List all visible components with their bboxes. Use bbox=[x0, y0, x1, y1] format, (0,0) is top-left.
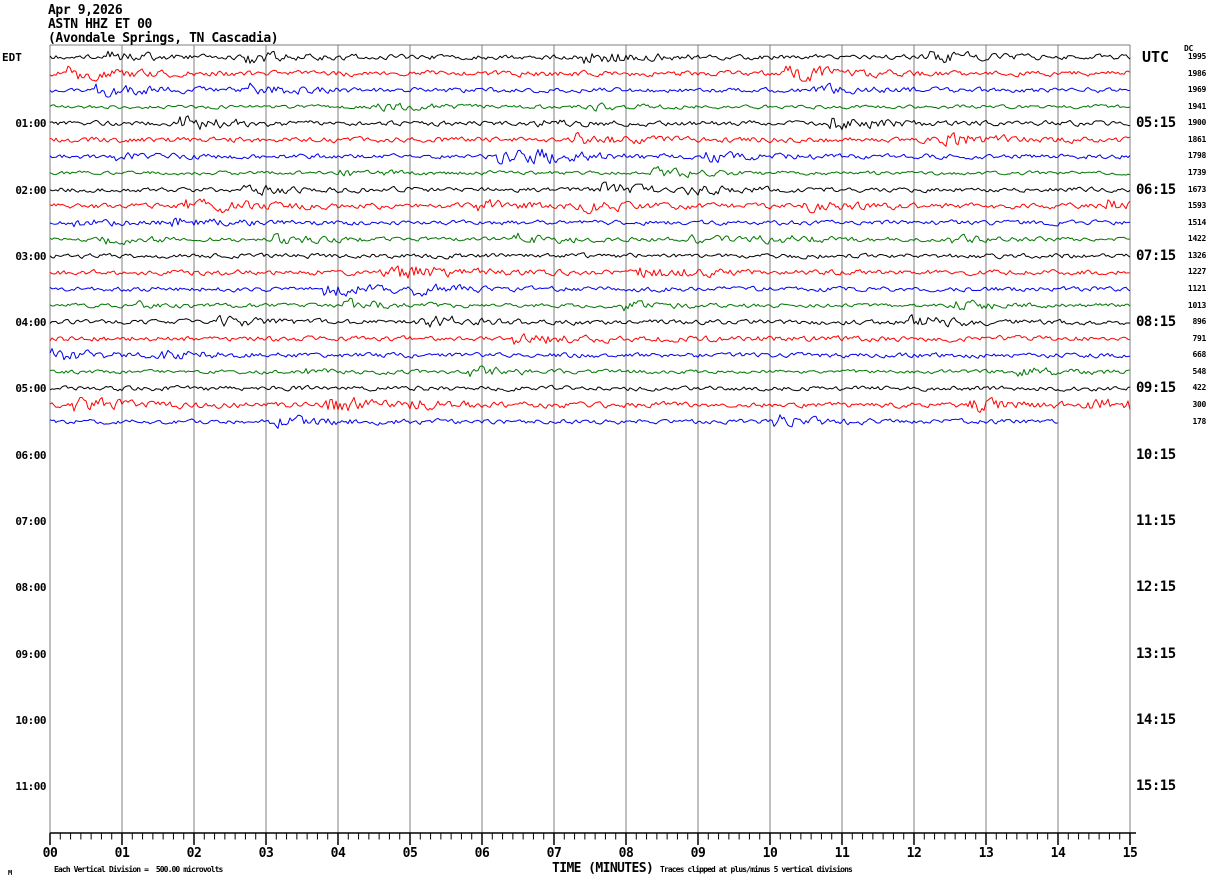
utc-hour-label: 10:15 bbox=[1136, 446, 1176, 463]
dc-value: 1326 bbox=[1187, 250, 1206, 260]
x-tick-label: 11 bbox=[834, 846, 850, 861]
utc-hour-label: 11:15 bbox=[1136, 512, 1176, 529]
utc-hour-label: 08:15 bbox=[1136, 314, 1176, 331]
utc-hour-label: 14:15 bbox=[1136, 711, 1176, 728]
seismo-trace bbox=[49, 265, 1131, 279]
x-tick-label: 03 bbox=[258, 846, 274, 861]
x-tick-label: 05 bbox=[402, 846, 418, 861]
dc-column-header: DC bbox=[1184, 44, 1194, 53]
seismo-trace bbox=[49, 217, 1131, 228]
header-station-location: (Avondale Springs, TN Cascadia) bbox=[48, 31, 279, 46]
header-station-id: ASTN HHZ ET 00 bbox=[48, 17, 152, 32]
dc-value: 791 bbox=[1192, 333, 1206, 343]
seismo-trace bbox=[49, 166, 1131, 179]
dc-value: 1995 bbox=[1187, 52, 1206, 61]
vertical-scale-note: Each Vertical Division = 500.00 microvol… bbox=[54, 865, 223, 874]
edt-hour-label: 05:00 bbox=[15, 382, 46, 396]
x-tick-label: 14 bbox=[1050, 846, 1066, 861]
dc-value: 1121 bbox=[1187, 283, 1206, 293]
edt-hour-label: 06:00 bbox=[15, 448, 46, 462]
seismo-trace bbox=[49, 384, 1131, 392]
x-tick-label: 13 bbox=[978, 846, 994, 861]
edt-hour-label: 08:00 bbox=[15, 581, 46, 595]
dc-value: 548 bbox=[1192, 366, 1206, 376]
dc-value: 1941 bbox=[1187, 101, 1206, 111]
seismo-trace bbox=[49, 50, 1131, 64]
clipping-note: Traces clipped at plus/minus 5 vertical … bbox=[660, 865, 853, 874]
page-header: Apr 9,2026 ASTN HHZ ET 00 (Avondale Spri… bbox=[48, 3, 279, 46]
edt-hour-label: 01:00 bbox=[15, 117, 46, 131]
dc-value: 1422 bbox=[1187, 234, 1206, 244]
dc-value: 1798 bbox=[1187, 151, 1206, 161]
dc-value: 1986 bbox=[1187, 68, 1206, 78]
x-tick-label: 15 bbox=[1122, 846, 1138, 861]
x-tick-label: 06 bbox=[474, 846, 490, 861]
dc-value: 1861 bbox=[1187, 134, 1206, 144]
x-tick-label: 04 bbox=[330, 846, 346, 861]
x-tick-label: 01 bbox=[114, 846, 130, 861]
edt-hour-label: 04:00 bbox=[15, 316, 46, 330]
dc-value: 422 bbox=[1192, 383, 1206, 393]
seismo-trace bbox=[49, 397, 1131, 413]
dc-value: 178 bbox=[1192, 416, 1206, 426]
seismo-trace bbox=[49, 333, 1131, 345]
dc-value: 1900 bbox=[1187, 118, 1206, 128]
edt-hour-label: 03:00 bbox=[15, 249, 46, 263]
utc-hour-label: 12:15 bbox=[1136, 579, 1176, 596]
dc-value: 896 bbox=[1192, 317, 1206, 327]
seismo-trace bbox=[49, 102, 1131, 112]
seismo-trace bbox=[49, 82, 1131, 98]
edt-hour-label: 11:00 bbox=[15, 780, 46, 794]
edt-hour-label: 09:00 bbox=[15, 647, 46, 661]
dc-value: 1013 bbox=[1187, 300, 1206, 310]
seismo-trace bbox=[49, 131, 1131, 147]
seismo-trace bbox=[49, 181, 1131, 196]
right-timezone-label: UTC bbox=[1142, 48, 1170, 66]
seismo-trace bbox=[49, 314, 1131, 328]
seismo-trace bbox=[49, 414, 1059, 429]
left-timezone-label: EDT bbox=[2, 51, 22, 64]
x-axis-title: TIME (MINUTES) bbox=[552, 861, 654, 876]
utc-hour-label: 15:15 bbox=[1136, 778, 1176, 795]
edt-hour-label: 02:00 bbox=[15, 183, 46, 197]
dc-value: 1514 bbox=[1187, 217, 1206, 227]
utc-hour-label: 07:15 bbox=[1136, 247, 1176, 264]
header-date: Apr 9,2026 bbox=[48, 3, 123, 18]
utc-hour-label: 09:15 bbox=[1136, 380, 1176, 397]
x-tick-label: 10 bbox=[762, 846, 778, 861]
x-tick-label: 07 bbox=[546, 846, 562, 861]
dc-value: 1739 bbox=[1187, 167, 1206, 177]
utc-hour-label: 13:15 bbox=[1136, 645, 1176, 662]
footer-marker: M bbox=[8, 869, 13, 877]
edt-hour-label: 07:00 bbox=[15, 514, 46, 528]
dc-value: 1673 bbox=[1187, 184, 1206, 194]
seismo-trace bbox=[49, 65, 1131, 82]
x-tick-label: 12 bbox=[906, 846, 922, 861]
x-tick-label: 02 bbox=[186, 846, 202, 861]
x-tick-label: 08 bbox=[618, 846, 634, 861]
seismo-trace bbox=[49, 198, 1131, 215]
dc-value: 668 bbox=[1192, 350, 1206, 360]
seismo-trace bbox=[49, 283, 1131, 297]
dc-value: 1593 bbox=[1187, 201, 1206, 211]
seismo-trace bbox=[49, 148, 1131, 165]
edt-hour-label: 10:00 bbox=[15, 713, 46, 727]
x-tick-label: 00 bbox=[42, 846, 58, 861]
dc-value: 1969 bbox=[1187, 85, 1206, 95]
seismo-trace bbox=[49, 115, 1131, 131]
x-tick-label: 09 bbox=[690, 846, 706, 861]
seismo-trace bbox=[49, 297, 1131, 312]
utc-hour-label: 05:15 bbox=[1136, 115, 1176, 132]
seismo-trace bbox=[49, 348, 1131, 361]
dc-value: 300 bbox=[1192, 399, 1206, 409]
utc-hour-label: 06:15 bbox=[1136, 181, 1176, 198]
dc-value: 1227 bbox=[1187, 267, 1206, 277]
seismo-trace bbox=[49, 252, 1131, 260]
seismo-trace bbox=[49, 232, 1131, 246]
seismo-trace bbox=[49, 365, 1131, 377]
